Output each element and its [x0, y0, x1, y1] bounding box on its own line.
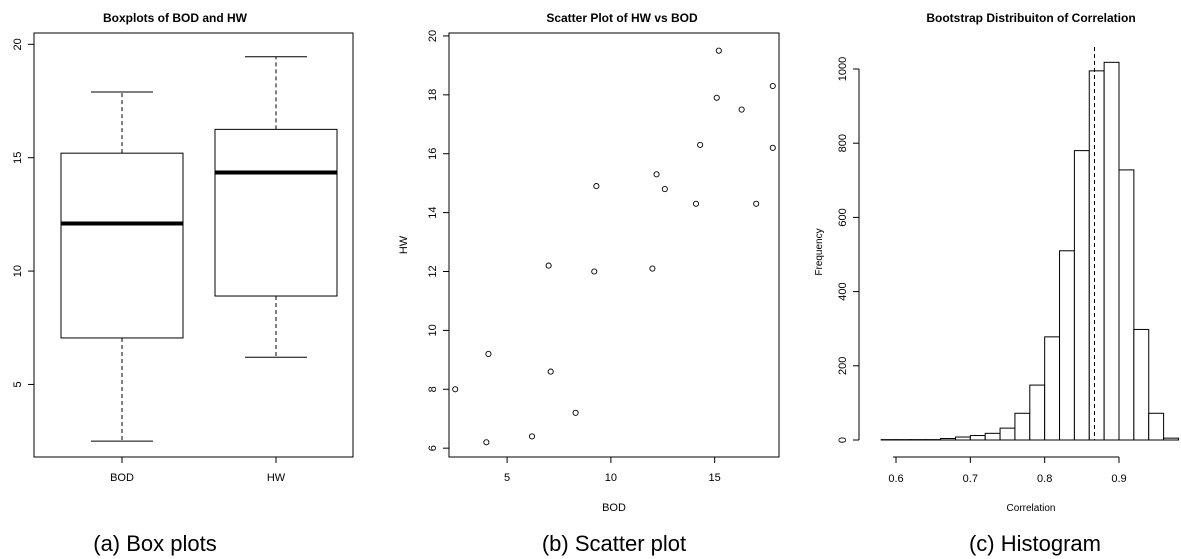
- y-tick-label: 15: [12, 152, 24, 164]
- x-tick-label: 0.6: [888, 473, 903, 485]
- scatter-point: [661, 186, 668, 193]
- scatter-point: [653, 171, 660, 178]
- y-tick-label: 14: [427, 206, 439, 218]
- histogram-bin: [1029, 384, 1046, 441]
- histogram-bin: [969, 435, 986, 441]
- scatter-points: [452, 47, 776, 446]
- panel-histogram: Bootstrap Distribuiton of Correlation 0 2…: [814, 11, 1179, 556]
- x-tick-label: BOD: [110, 472, 134, 484]
- y-tick-label: 20: [427, 30, 439, 42]
- scatter-point: [738, 106, 745, 113]
- histogram-bin: [954, 436, 971, 441]
- x-tick-label: HW: [267, 472, 286, 484]
- y-tick-label: 400: [837, 282, 849, 300]
- caption-c: (c) Histogram: [969, 531, 1101, 556]
- scatter-point: [715, 47, 722, 54]
- histogram-bin: [1088, 70, 1105, 441]
- scatter-point: [593, 183, 600, 190]
- scatter-point: [769, 144, 776, 151]
- scatter-point: [713, 94, 720, 101]
- boxplot-boxes: [60, 56, 338, 442]
- scatter-point: [545, 262, 552, 269]
- histogram-bin: [940, 438, 956, 441]
- scatter-point: [649, 265, 656, 272]
- box: [214, 128, 338, 297]
- scatter-point: [697, 141, 704, 148]
- histogram-title: Bootstrap Distribuiton of Correlation: [926, 11, 1135, 25]
- x-tick-label: 15: [709, 472, 721, 484]
- scatter-point: [591, 268, 598, 275]
- histogram-bin: [1118, 169, 1135, 441]
- scatter-point: [572, 409, 579, 416]
- scatter-point: [483, 439, 490, 446]
- y-tick-label: 800: [837, 134, 849, 152]
- panel-boxplot: Boxplots of BOD and HW 5 10 15 20 BOD HW (a)…: [12, 11, 354, 556]
- scatter-x-axis: 5 10 15: [504, 457, 721, 484]
- histogram-bin: [1163, 437, 1179, 441]
- x-tick-label: 5: [504, 472, 510, 484]
- box: [60, 152, 184, 339]
- boxplot-y-axis: 5 10 15 20: [12, 38, 34, 388]
- histogram-bin: [1044, 336, 1061, 441]
- scatter-y-label: HW: [398, 235, 410, 254]
- scatter-x-label: BOD: [602, 502, 626, 514]
- scatter-point: [452, 386, 459, 393]
- y-tick-label: 1000: [837, 57, 849, 81]
- scatter-point: [692, 200, 700, 207]
- panel-scatter: Scatter Plot of HW vs BOD 6 8 10 12 14 16 18 20…: [398, 11, 780, 556]
- y-tick-label: 200: [837, 357, 849, 375]
- y-tick-label: 10: [427, 324, 439, 336]
- scatter-point: [547, 368, 554, 375]
- x-tick-label: 10: [605, 472, 617, 484]
- histogram-bin: [1059, 250, 1075, 441]
- histogram-y-axis: 0 200 400 600 800 1000: [837, 57, 859, 443]
- histogram-bin: [1148, 412, 1165, 441]
- scatter-point: [769, 82, 776, 90]
- y-tick-label: 20: [12, 38, 24, 50]
- histogram-bin: [999, 427, 1016, 441]
- x-tick-label: 0.8: [1037, 473, 1052, 485]
- y-tick-label: 16: [427, 148, 439, 160]
- histogram-bin: [1103, 61, 1120, 441]
- y-tick-label: 8: [427, 386, 439, 392]
- x-tick-label: 0.9: [1111, 473, 1126, 485]
- y-tick-label: 5: [12, 381, 24, 387]
- y-tick-label: 18: [427, 89, 439, 101]
- scatter-title: Scatter Plot of HW vs BOD: [546, 11, 698, 25]
- boxplot-title: Boxplots of BOD and HW: [103, 11, 248, 25]
- scatter-point: [528, 433, 536, 440]
- histogram-x-axis: 0.6 0.7 0.8 0.9: [888, 457, 1127, 485]
- histogram-bin: [1073, 150, 1090, 441]
- scatter-y-axis: 6 8 10 12 14 16 18 20: [427, 30, 449, 451]
- boxplot-x-axis: BOD HW: [110, 457, 286, 484]
- caption-a: (a) Box plots: [93, 531, 217, 556]
- histogram-bin: [984, 432, 1001, 441]
- histogram-y-label: Frequency: [814, 228, 825, 275]
- scatter-point: [753, 200, 760, 207]
- boxplot-frame: [33, 32, 354, 458]
- y-tick-label: 600: [837, 208, 849, 226]
- y-tick-label: 10: [12, 265, 24, 277]
- scatter-point: [485, 350, 492, 357]
- histogram-bin: [1014, 412, 1031, 441]
- scatter-frame: [448, 32, 780, 458]
- x-tick-label: 0.7: [963, 473, 978, 485]
- y-tick-label: 12: [427, 265, 439, 277]
- histogram-x-label: Correlation: [1007, 503, 1056, 514]
- y-tick-label: 6: [427, 445, 439, 451]
- histogram-bins: [880, 61, 1179, 441]
- y-tick-label: 0: [837, 437, 849, 443]
- histogram-bin: [1133, 328, 1150, 441]
- caption-b: (b) Scatter plot: [542, 531, 686, 556]
